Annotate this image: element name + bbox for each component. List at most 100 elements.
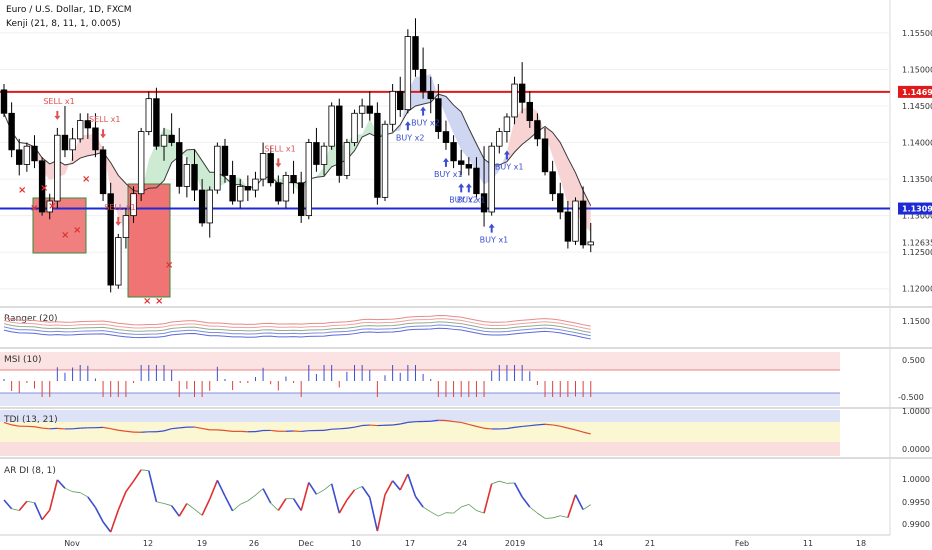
sell-signal-label: SELL x1 bbox=[43, 97, 74, 106]
ardi-segment bbox=[399, 473, 409, 491]
candle bbox=[77, 113, 84, 143]
candle-body bbox=[480, 193, 488, 213]
candle-body bbox=[465, 164, 473, 169]
buy-arrow-icon bbox=[458, 183, 465, 193]
time-tick-label: 10 bbox=[351, 539, 361, 548]
candle-body bbox=[145, 98, 152, 132]
sell-arrow-icon bbox=[54, 110, 61, 120]
candle-body bbox=[160, 134, 168, 147]
price-tick-label: 1.15000 bbox=[902, 65, 932, 74]
candle bbox=[176, 127, 183, 194]
ardi-segment bbox=[178, 503, 188, 517]
ranger-line bbox=[3, 321, 591, 334]
candle-body bbox=[69, 138, 76, 151]
kenji-ribbons bbox=[3, 74, 592, 298]
ardi-segment bbox=[163, 503, 172, 507]
ardi-segment bbox=[392, 480, 401, 491]
candle-body bbox=[77, 120, 84, 140]
tdi-segment bbox=[102, 426, 111, 430]
tdi-segment bbox=[42, 427, 50, 430]
tdi-segment bbox=[194, 426, 203, 430]
candle-body bbox=[427, 90, 434, 100]
ardi-segment bbox=[255, 488, 264, 496]
ardi-segment bbox=[41, 509, 51, 521]
candle-body bbox=[366, 105, 373, 114]
buy-signal-label: BUY x2 bbox=[396, 133, 425, 142]
tdi-segment bbox=[582, 431, 591, 435]
tdi-tick-top: 1.0000 bbox=[902, 407, 930, 416]
ardi-segment bbox=[529, 506, 538, 514]
ardi-segment bbox=[407, 473, 417, 497]
candles bbox=[0, 18, 594, 293]
ardi-segment bbox=[354, 486, 363, 491]
candle bbox=[237, 179, 244, 209]
ardi-segment bbox=[308, 482, 318, 495]
x-marker: × bbox=[30, 203, 38, 214]
candle bbox=[46, 193, 53, 220]
tdi-segment bbox=[34, 426, 43, 429]
x-marker: × bbox=[82, 174, 90, 185]
candle-body bbox=[99, 149, 107, 195]
candle bbox=[366, 91, 373, 121]
candle bbox=[518, 62, 526, 114]
candle-body bbox=[297, 182, 305, 217]
ardi-segment bbox=[476, 510, 485, 514]
buy-arrow-icon bbox=[442, 157, 449, 167]
candle-body bbox=[404, 36, 412, 111]
tdi-segment bbox=[392, 423, 401, 426]
candle bbox=[267, 146, 274, 187]
ardi-segment bbox=[80, 492, 89, 498]
price-axis: 1.15500 1.15000 1.14500 1.14000 1.13500 1.130… bbox=[902, 29, 932, 294]
tdi-segment bbox=[461, 421, 469, 426]
tdi-segment bbox=[476, 425, 485, 429]
ranger-title: Ranger (20) bbox=[4, 314, 58, 324]
tdi-segment bbox=[255, 429, 264, 433]
ardi-segment bbox=[453, 506, 462, 514]
candle-body bbox=[282, 175, 290, 202]
time-tick-label: 2019 bbox=[505, 539, 525, 548]
ardi-segment bbox=[141, 469, 149, 472]
candle-body bbox=[153, 98, 160, 147]
tdi-segment bbox=[11, 424, 20, 427]
msi-tick-bottom: -0.500 bbox=[898, 393, 924, 402]
panel-separators bbox=[0, 0, 932, 535]
candle-body bbox=[511, 83, 518, 118]
tdi-segment bbox=[179, 426, 187, 429]
ardi-segment bbox=[513, 482, 523, 498]
ardi-segment bbox=[240, 500, 249, 505]
candle-body bbox=[557, 193, 564, 213]
time-tick-label: 19 bbox=[197, 539, 207, 548]
candle-body bbox=[16, 149, 23, 165]
candle bbox=[374, 102, 381, 205]
candle-body bbox=[244, 185, 252, 191]
candle bbox=[587, 222, 594, 253]
buy-signal-label: BUY x1 bbox=[457, 195, 486, 204]
candle-body bbox=[84, 120, 92, 129]
candle bbox=[8, 102, 15, 158]
ardi-segment bbox=[461, 503, 469, 508]
ardi-segment bbox=[567, 494, 577, 518]
tdi-segment bbox=[552, 424, 561, 427]
candle-body bbox=[450, 142, 457, 162]
candle bbox=[343, 138, 351, 180]
tdi-segment bbox=[468, 423, 477, 427]
buy-signal: BUY x2 bbox=[396, 121, 425, 142]
candle bbox=[69, 127, 76, 161]
ardi-segment bbox=[125, 480, 135, 493]
time-tick-label: 18 bbox=[856, 539, 866, 548]
msi-tick-top: 0.500 bbox=[902, 356, 925, 365]
price-tick-label: 1.14500 bbox=[902, 102, 932, 111]
ardi-segment bbox=[560, 515, 568, 518]
sell-arrow-icon bbox=[115, 216, 122, 226]
candle-body bbox=[442, 131, 450, 143]
tdi-segment bbox=[57, 427, 66, 430]
time-tick-label: Nov bbox=[64, 539, 80, 548]
ardi-segment bbox=[11, 508, 20, 511]
x-marker: × bbox=[61, 230, 69, 241]
ribbon-blue bbox=[385, 74, 507, 185]
candle bbox=[358, 98, 366, 128]
sell-arrow-icon bbox=[100, 129, 107, 139]
price-tick-label: 1.13000 bbox=[902, 212, 932, 221]
ranger-tick: 1.1500 bbox=[902, 317, 930, 326]
buy-signal-label: BUY x1 bbox=[495, 163, 524, 172]
